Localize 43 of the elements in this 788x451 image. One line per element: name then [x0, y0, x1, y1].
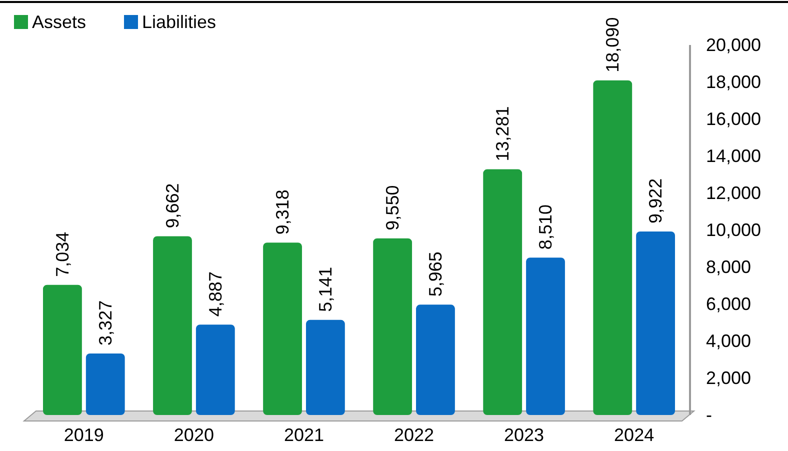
legend-label: Liabilities: [142, 12, 216, 32]
legend-label: Assets: [32, 12, 86, 32]
bar: [636, 231, 675, 415]
y-tick-label: 20,000: [706, 35, 762, 55]
bar: [593, 80, 632, 415]
y-tick-label: 10,000: [706, 220, 762, 240]
x-tick-label: 2022: [394, 425, 434, 445]
data-label: 4,887: [205, 272, 226, 317]
data-label: 3,327: [95, 300, 116, 346]
data-label: 5,965: [425, 252, 446, 297]
y-tick-label: 18,000: [706, 72, 762, 92]
data-label: 13,281: [492, 106, 513, 162]
bar: [263, 242, 302, 415]
data-label: 5,141: [315, 266, 336, 312]
data-label: 9,922: [646, 178, 666, 224]
bar: [306, 320, 345, 415]
x-tick-label: 2024: [614, 425, 654, 445]
bar: [86, 353, 125, 415]
data-label: 7,034: [52, 232, 72, 277]
bar: [416, 304, 455, 415]
data-label: 9,662: [162, 183, 182, 228]
bar: [483, 169, 522, 415]
bar: [526, 258, 565, 415]
data-label: 8,510: [536, 204, 556, 250]
data-label: 9,550: [382, 185, 403, 230]
x-tick-label: 2021: [284, 425, 324, 445]
x-tick-label: 2019: [64, 425, 104, 445]
y-tick-label: 6,000: [706, 294, 752, 314]
data-label: 18,090: [602, 17, 623, 72]
y-tick-label: 12,000: [706, 183, 762, 203]
y-tick-label: 8,000: [706, 257, 752, 277]
x-tick-label: 2020: [174, 425, 214, 445]
bar: [196, 324, 235, 415]
y-tick-label: 2,000: [706, 368, 752, 388]
bar: [43, 284, 82, 415]
x-tick-label: 2023: [504, 425, 544, 445]
y-tick-label: 14,000: [706, 146, 762, 166]
y-tick-label: 16,000: [706, 109, 762, 129]
y-tick-label: -: [706, 405, 712, 425]
y-tick-label: 4,000: [706, 331, 752, 351]
data-label: 9,318: [272, 190, 293, 235]
bar: [153, 236, 192, 415]
bar: [373, 238, 412, 415]
